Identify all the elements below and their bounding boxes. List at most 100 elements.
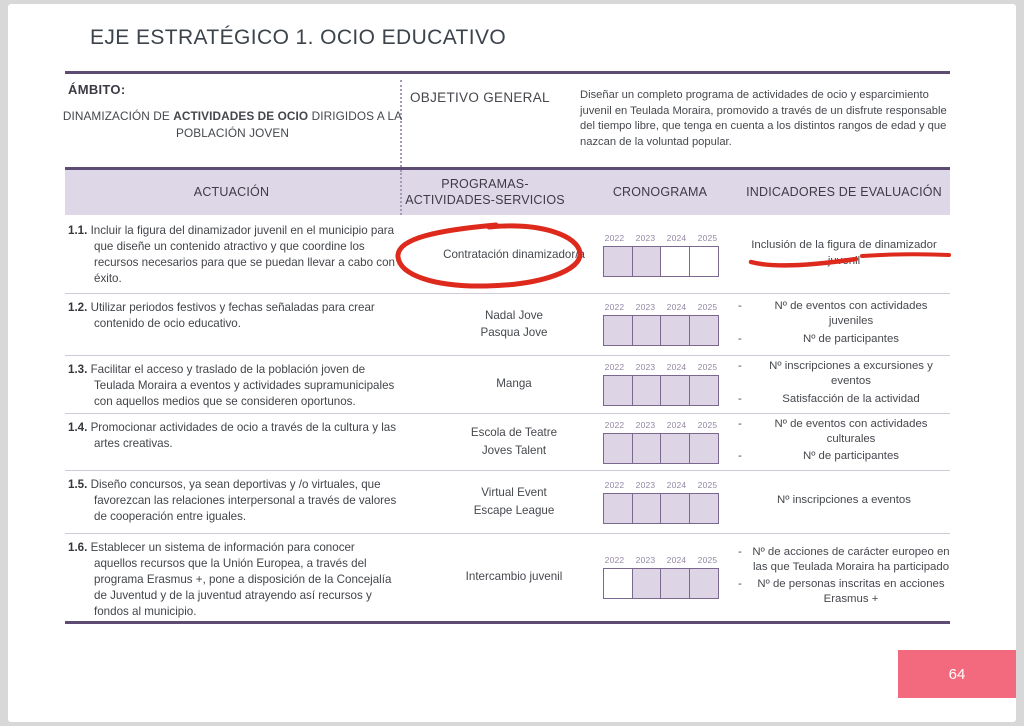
year-labels: 2022 2023 2024 2025 <box>599 555 723 565</box>
cronograma-year-box <box>631 492 662 524</box>
year-label: 2022 <box>604 302 625 312</box>
dash-bullet: - <box>738 545 742 558</box>
indicador-item: - Nº de participantes <box>738 332 950 349</box>
ambito-text-bold: ACTIVIDADES DE OCIO <box>173 109 309 123</box>
indicadores-cell: - Nº de eventos con actividades juveniles… <box>738 293 950 355</box>
cronograma-year-box <box>688 432 719 464</box>
row-number: 1.4. <box>68 421 88 434</box>
page-number-badge: 64 <box>898 650 1016 698</box>
table-row: 1.2. Utilizar periodos festivos y fechas… <box>65 293 950 356</box>
year-labels: 2022 2023 2024 2025 <box>599 420 723 430</box>
cronograma-boxes <box>603 432 719 464</box>
dash-bullet: - <box>738 300 742 313</box>
programa-item: Intercambio juvenil <box>465 570 563 584</box>
indicadores-cell: Inclusión de la figura de dinamizador ju… <box>738 216 950 293</box>
actuacion-text: Utilizar periodos festivos y fechas seña… <box>90 301 375 330</box>
year-label: 2022 <box>604 419 625 430</box>
cronograma-year-box <box>660 245 691 277</box>
indicador-text: Satisfacción de la actividad <box>782 392 920 405</box>
indicador-item: - Satisfacción de la actividad <box>738 392 950 409</box>
year-labels: 2022 2023 2024 2025 <box>599 362 723 372</box>
indicadores-cell: - Nº inscripciones a excursiones y evento… <box>738 355 950 413</box>
table-row: 1.5. Diseño concursos, ya sean deportiva… <box>65 470 950 534</box>
cronograma-boxes <box>603 375 719 406</box>
indicadores-cell: - Nº de acciones de carácter europeo en l… <box>738 533 950 621</box>
dash-bullet: - <box>738 392 742 405</box>
year-label: 2023 <box>635 555 656 565</box>
indicador-text: Nº inscripciones a eventos <box>777 493 911 506</box>
cronograma-cell: 2022 2023 2024 2025 <box>596 470 726 533</box>
programa-item: Contratación dinamizador/a <box>443 247 585 261</box>
year-label: 2025 <box>697 479 718 490</box>
header-indicadores: INDICADORES DE EVALUACIÓN <box>746 184 942 199</box>
programa-item: Escape League <box>473 503 555 517</box>
header-column-divider <box>400 170 402 215</box>
objetivo-general-text: Diseñar un completo programa de activida… <box>580 89 947 149</box>
dash-bullet: - <box>738 578 742 590</box>
cronograma-year-box <box>660 432 691 464</box>
dash-bullet: - <box>738 450 742 463</box>
indicadores-cell: Nº inscripciones a eventos <box>738 470 950 533</box>
year-label: 2022 <box>604 362 625 372</box>
year-label: 2023 <box>635 419 656 430</box>
year-label: 2024 <box>666 302 687 312</box>
header-actuacion: ACTUACIÓN <box>193 184 270 199</box>
indicador-text: Nº de personas inscritas en acciones Era… <box>757 578 945 606</box>
table-bottom-line <box>65 621 950 624</box>
year-label: 2025 <box>697 362 718 372</box>
cronograma-year-box <box>660 568 691 599</box>
year-label: 2022 <box>604 232 625 243</box>
year-label: 2024 <box>666 362 687 372</box>
year-label: 2023 <box>635 302 656 312</box>
row-number: 1.5. <box>68 478 88 491</box>
year-label: 2024 <box>666 419 687 430</box>
table-row: 1.3. Facilitar el acceso y traslado de l… <box>65 355 950 414</box>
cronograma-boxes <box>603 568 719 599</box>
cronograma-year-box <box>660 315 691 346</box>
cronograma-boxes <box>603 245 719 277</box>
year-label: 2022 <box>604 479 625 490</box>
ambito-label: ÁMBITO: <box>68 82 126 97</box>
actuacion-cell: 1.2. Utilizar periodos festivos y fechas… <box>68 293 400 355</box>
header-programas-text: PROGRAMAS- ACTIVIDADES-SERVICIOS <box>405 177 565 208</box>
year-labels: 2022 2023 2024 2025 <box>599 480 723 490</box>
dash-bullet: - <box>738 360 742 373</box>
cronograma-year-box <box>631 245 662 277</box>
cronograma-year-box <box>688 245 719 277</box>
table-row: 1.4. Promocionar actividades de ocio a t… <box>65 413 950 471</box>
year-label: 2022 <box>604 555 625 565</box>
row-number: 1.6. <box>68 541 88 554</box>
year-label: 2024 <box>666 555 687 565</box>
objetivo-general-label: OBJETIVO GENERAL <box>410 90 550 105</box>
actuacion-cell: 1.4. Promocionar actividades de ocio a t… <box>68 413 400 470</box>
actuacion-cell: 1.3. Facilitar el acceso y traslado de l… <box>68 355 400 413</box>
table-row: 1.1. Incluir la figura del dinamizador j… <box>65 216 950 294</box>
cronograma-year-box <box>688 315 719 346</box>
header-cronograma: CRONOGRAMA <box>612 184 708 199</box>
year-label: 2023 <box>635 232 656 243</box>
actuacion-cell: 1.6. Establecer un sistema de informació… <box>68 533 400 621</box>
ambito-text-suffix: DIRIGIDOS A LA POBLACIÓN JOVEN <box>176 109 403 141</box>
cronograma-cell: 2022 2023 2024 2025 <box>596 533 726 621</box>
actuacion-text: Promocionar actividades de ocio a través… <box>90 421 397 450</box>
cronograma-cell: 2022 2023 2024 2025 <box>596 216 726 293</box>
programas-cell: Contratación dinamizador/a <box>400 216 628 293</box>
cronograma-year-box <box>631 432 662 464</box>
cronograma-cell: 2022 2023 2024 2025 <box>596 413 726 470</box>
ambito-text-prefix: DINAMIZACIÓN DE <box>62 109 174 123</box>
dash-bullet: - <box>738 332 742 345</box>
programa-item: Pasqua Jove <box>480 326 548 339</box>
table-row: 1.6. Establecer un sistema de informació… <box>65 533 950 621</box>
indicador-item: Nº inscripciones a eventos <box>738 493 950 510</box>
actuacion-text: Establecer un sistema de información par… <box>90 541 392 618</box>
top-divider-line <box>65 71 950 74</box>
programas-cell: Nadal Jove Pasqua Jove <box>400 293 628 355</box>
year-label: 2024 <box>666 479 687 490</box>
year-label: 2023 <box>635 362 656 372</box>
actuacion-cell: 1.1. Incluir la figura del dinamizador j… <box>68 216 400 293</box>
indicador-text: Nº de eventos con actividades culturales <box>774 417 928 445</box>
programa-item: Escola de Teatre <box>470 426 558 440</box>
actuacion-cell: 1.5. Diseño concursos, ya sean deportiva… <box>68 470 400 533</box>
year-label: 2025 <box>697 555 718 565</box>
programa-item: Joves Talent <box>481 443 547 457</box>
